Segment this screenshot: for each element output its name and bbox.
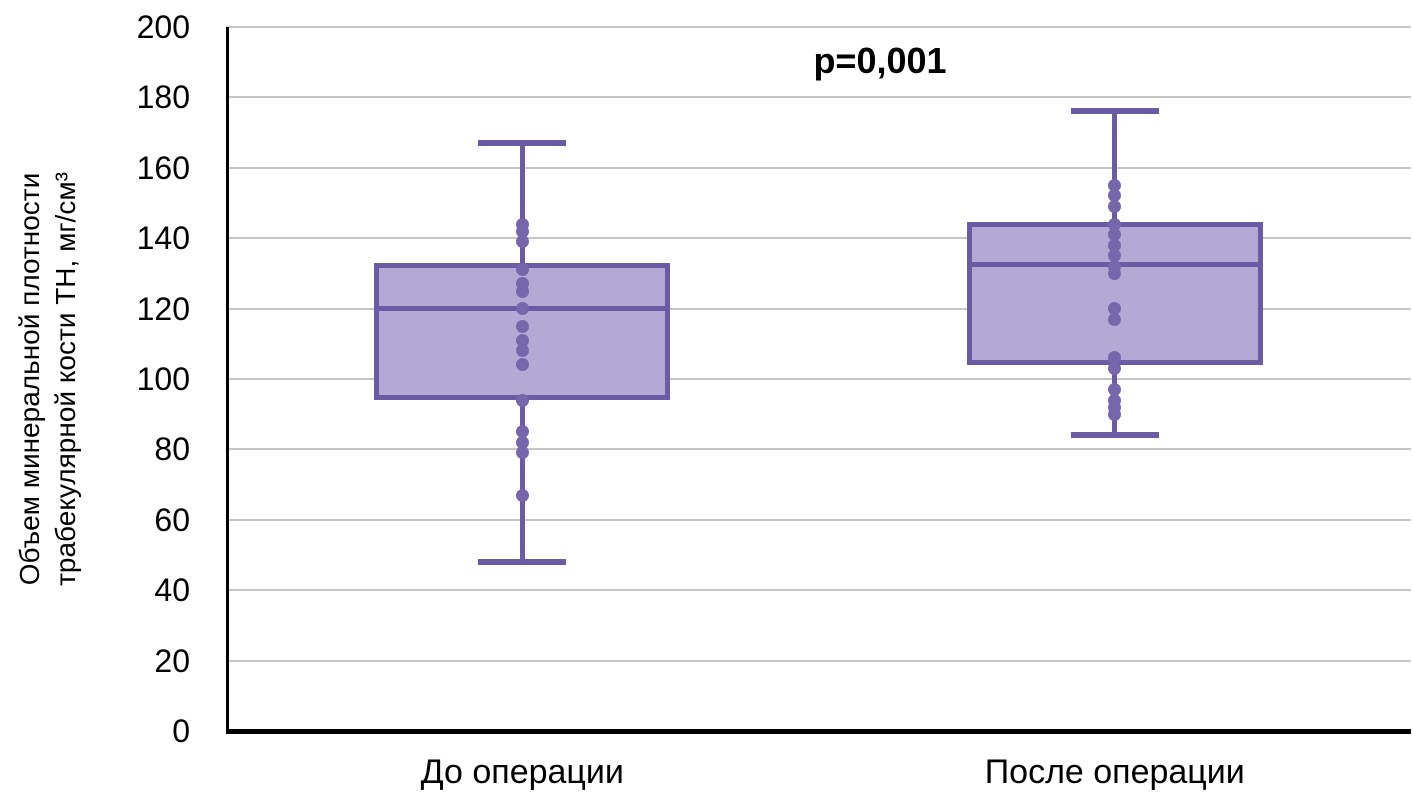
y-tick-label: 160	[136, 149, 190, 186]
data-point	[1108, 228, 1122, 242]
data-point	[515, 344, 529, 358]
x-axis-line	[226, 729, 1411, 734]
gridline	[226, 448, 1411, 451]
data-point	[1108, 178, 1122, 192]
data-point	[1108, 249, 1122, 263]
gridline	[226, 378, 1411, 380]
data-point	[1108, 312, 1122, 326]
y-tick-label: 80	[154, 431, 190, 468]
whisker-cap-top	[1070, 108, 1159, 115]
data-point	[515, 446, 529, 460]
x-axis-label: До операции	[420, 753, 624, 791]
gridline	[226, 518, 1411, 521]
data-point	[515, 393, 529, 407]
y-tick-label: 140	[136, 220, 190, 257]
data-point	[515, 302, 529, 316]
y-tick-label: 40	[154, 572, 190, 609]
y-tick-label: 100	[136, 361, 190, 397]
data-point	[515, 435, 529, 449]
data-point	[1108, 351, 1122, 365]
data-point	[1108, 238, 1122, 252]
y-axis-line	[226, 27, 229, 734]
data-point	[515, 488, 529, 502]
data-point	[1108, 200, 1122, 214]
y-tick-label: 180	[136, 79, 190, 116]
data-point	[1108, 383, 1122, 397]
gridline	[226, 96, 1411, 99]
data-point	[515, 425, 529, 439]
data-point	[515, 284, 529, 298]
x-axis-label: После операции	[984, 753, 1245, 791]
data-point	[515, 224, 529, 238]
data-point	[515, 235, 529, 249]
box	[966, 222, 1263, 365]
data-point	[1108, 266, 1122, 280]
whisker-cap-bottom	[478, 559, 567, 566]
data-point	[1108, 217, 1122, 231]
data-point	[1108, 361, 1122, 375]
data-point	[1108, 302, 1122, 316]
data-point	[1108, 189, 1122, 203]
p-value-annotation: p=0,001	[813, 40, 947, 81]
y-tick-label: 0	[172, 713, 190, 749]
gridline	[226, 26, 1411, 28]
gridline	[226, 589, 1411, 592]
data-point	[515, 358, 529, 372]
whisker-cap-bottom	[1070, 432, 1159, 439]
data-point	[1108, 407, 1122, 421]
whisker-cap-top	[478, 140, 567, 147]
data-point	[515, 333, 529, 347]
gridline	[226, 237, 1411, 240]
gridline	[226, 659, 1411, 662]
gridline	[226, 166, 1411, 169]
y-tick-label: 20	[154, 642, 190, 679]
data-point	[515, 263, 529, 277]
gridline	[226, 307, 1411, 310]
y-tick-label: 120	[136, 290, 190, 327]
y-tick-label: 200	[136, 9, 190, 45]
data-point	[515, 319, 529, 333]
y-tick-label: 60	[154, 501, 190, 538]
